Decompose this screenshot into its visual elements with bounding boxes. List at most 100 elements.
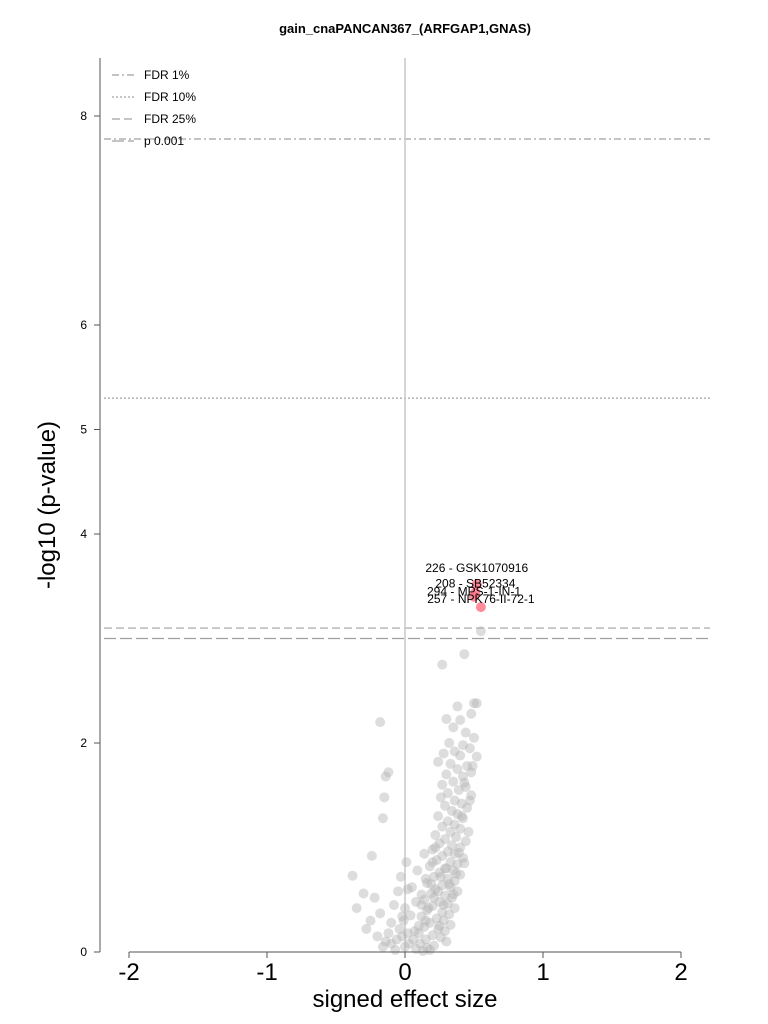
point-30	[442, 788, 453, 799]
y-axis-label: -log10 (p-value)	[34, 421, 61, 589]
point-104	[408, 934, 419, 945]
point-97	[441, 936, 452, 947]
point-124	[435, 871, 446, 882]
highlight-point-0	[471, 579, 482, 590]
point-1	[459, 649, 470, 660]
point-128	[434, 920, 445, 931]
data-points	[347, 626, 486, 956]
point-120	[423, 903, 434, 914]
point-63	[448, 865, 459, 876]
y-tick-label-4: 6	[80, 318, 87, 332]
point-139	[467, 760, 478, 771]
point-94	[427, 930, 438, 941]
point-87	[438, 915, 449, 926]
point-51	[446, 840, 457, 851]
point-113	[397, 931, 408, 942]
point-71	[445, 882, 456, 893]
point-95	[435, 932, 446, 943]
point-99	[428, 940, 439, 951]
point-96	[420, 934, 431, 945]
point-90	[419, 921, 430, 932]
point-85	[416, 911, 427, 922]
threshold-lines	[104, 138, 710, 640]
point-3	[469, 698, 479, 709]
point-55	[449, 848, 460, 859]
point-130	[448, 889, 459, 900]
point-163	[386, 917, 397, 928]
point-84	[444, 909, 455, 920]
point-123	[426, 879, 437, 890]
point-32	[435, 792, 446, 803]
point-66	[428, 871, 439, 882]
point-72	[430, 884, 441, 895]
point-86	[431, 913, 442, 924]
annotation-label-2: 294 - MPS-1-IN-1	[427, 585, 521, 599]
point-12	[444, 738, 455, 748]
point-50	[434, 838, 445, 849]
point-131	[444, 879, 455, 890]
point-22	[452, 764, 463, 775]
point-82	[422, 905, 433, 916]
point-18	[471, 751, 482, 762]
point-45	[445, 826, 456, 837]
point-73	[452, 886, 463, 897]
point-8	[455, 715, 466, 726]
point-24	[441, 769, 452, 780]
point-127	[420, 915, 431, 926]
point-69	[422, 878, 433, 889]
point-60	[452, 859, 463, 870]
point-147	[351, 903, 362, 914]
point-137	[464, 795, 475, 806]
point-156	[391, 934, 402, 945]
point-109	[416, 889, 427, 900]
point-88	[424, 917, 435, 928]
point-168	[402, 928, 413, 939]
point-31	[466, 790, 477, 801]
point-118	[419, 848, 430, 859]
point-81	[449, 903, 460, 914]
point-161	[395, 871, 406, 882]
point-49	[460, 836, 471, 847]
point-53	[427, 844, 438, 855]
point-126	[416, 899, 427, 910]
point-9	[448, 722, 459, 733]
point-125	[441, 863, 452, 874]
point-75	[440, 890, 451, 901]
point-33	[449, 795, 460, 806]
x-axis-label: signed effect size	[312, 986, 497, 1013]
point-129	[438, 899, 449, 910]
point-155	[386, 938, 397, 949]
point-138	[459, 777, 470, 788]
point-151	[365, 915, 376, 926]
y-tick-label-5: 8	[80, 109, 87, 123]
point-158	[397, 911, 408, 922]
point-105	[413, 920, 424, 931]
point-5	[452, 701, 463, 712]
x-tick-label-1: -1	[256, 959, 277, 986]
x-tick-label-0: -2	[118, 959, 139, 986]
point-115	[420, 873, 431, 884]
point-17	[455, 750, 466, 761]
point-77	[419, 894, 430, 905]
point-114	[406, 882, 417, 893]
point-15	[449, 746, 460, 757]
point-153	[361, 924, 372, 935]
point-144	[377, 813, 388, 824]
point-41	[442, 816, 453, 827]
point-7	[441, 713, 452, 724]
point-111	[404, 938, 415, 949]
point-44	[455, 823, 466, 834]
legend-label-0: FDR 1%	[144, 68, 190, 82]
point-19	[433, 756, 444, 767]
y-axis-ticks: 0 2 4 5 6 8	[80, 109, 100, 959]
point-20	[445, 758, 456, 769]
point-92	[440, 926, 451, 937]
point-47	[451, 832, 462, 843]
point-108	[402, 884, 413, 895]
point-166	[380, 936, 391, 947]
annotation-label-1: 208 - SB52334	[435, 577, 515, 591]
point-25	[457, 771, 468, 782]
chart-title: gain_cnaPANCAN367_(ARFGAP1,GNAS)	[279, 21, 531, 36]
